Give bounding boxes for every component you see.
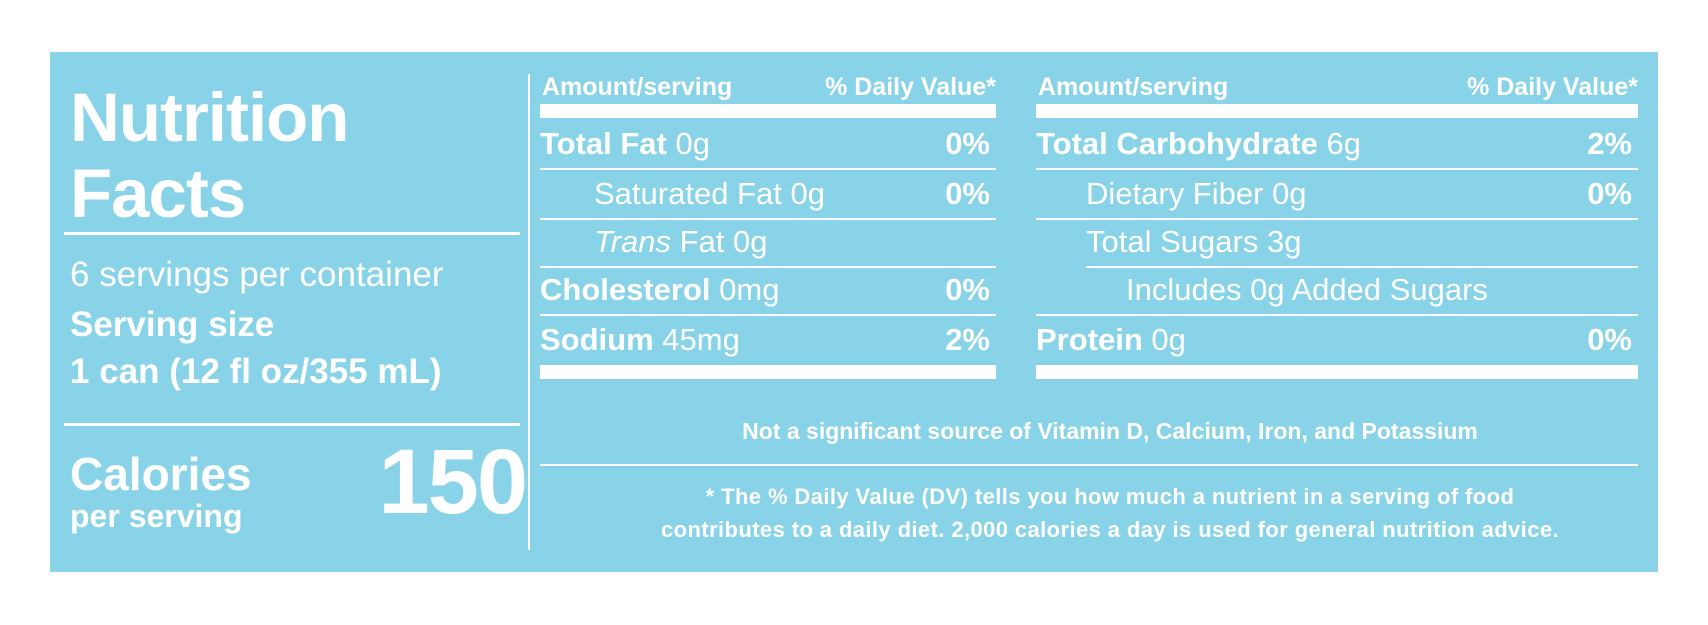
- nutrient-amount: 0g: [1151, 322, 1186, 357]
- title-line-2: Facts: [70, 155, 246, 232]
- nutrient-dv: 0%: [945, 126, 990, 161]
- nutrient-name: Sodium: [540, 322, 654, 357]
- divider: [540, 464, 1638, 466]
- nutrient-row-saturated-fat: Saturated Fat 0g 0%: [594, 170, 996, 218]
- nutrient-row-total-fat: Total Fat 0g 0%: [540, 120, 996, 168]
- nutrient-dv: 2%: [1587, 126, 1632, 161]
- nutrient-name: Total Fat: [540, 126, 667, 161]
- nutrient-amount: 0g: [1272, 176, 1307, 211]
- nutrient-dv: 0%: [945, 272, 990, 307]
- serving-size-label: Serving size: [70, 305, 275, 344]
- vitamins-note: Not a significant source of Vitamin D, C…: [742, 418, 1478, 444]
- nutrient-row-trans-fat: Trans Fat 0g: [594, 218, 996, 266]
- nutrient-row-added-sugars: Includes 0g Added Sugars: [1126, 266, 1638, 314]
- divider: [64, 423, 520, 426]
- divider: [540, 266, 996, 268]
- amount-header: Amount/serving: [1038, 73, 1229, 101]
- nutrient-amount: 0g: [675, 126, 710, 161]
- title-line-1: Nutrition: [70, 79, 349, 156]
- nutrient-name: Saturated Fat: [594, 176, 782, 211]
- calories-label: Calories: [70, 448, 252, 500]
- nutrient-amount: 3g: [1266, 224, 1302, 259]
- divider: [540, 218, 996, 220]
- footnote-line-2: contributes to a daily diet. 2,000 calor…: [661, 517, 1559, 542]
- divider: [1086, 266, 1638, 268]
- nutrient-name: Includes 0g Added Sugars: [1126, 272, 1488, 307]
- thick-divider: [1036, 365, 1638, 379]
- nutrient-name: Total Sugars: [1086, 224, 1259, 259]
- nutrient-row-protein: Protein 0g 0%: [1036, 316, 1638, 364]
- divider: [1036, 218, 1638, 220]
- divider: [64, 232, 520, 235]
- nutrient-row-total-sugars: Total Sugars 3g: [1086, 218, 1638, 266]
- daily-value-header: % Daily Value*: [1467, 73, 1638, 101]
- divider: [540, 314, 996, 316]
- thick-divider: [1036, 104, 1638, 118]
- nutrient-name: Cholesterol: [540, 272, 711, 307]
- divider: [1036, 168, 1638, 170]
- nutrient-dv: 0%: [1587, 176, 1632, 211]
- column-divider: [528, 74, 530, 550]
- nutrient-name: Dietary Fiber: [1086, 176, 1264, 211]
- calories-value: 150: [378, 431, 528, 533]
- amount-header: Amount/serving: [542, 73, 733, 101]
- nutrient-dv: 2%: [945, 322, 990, 357]
- calories-subtitle: per serving: [70, 498, 243, 534]
- nutrient-amount: 6g: [1326, 126, 1362, 161]
- nutrient-row-cholesterol: Cholesterol 0mg 0%: [540, 266, 996, 314]
- nutrient-dv: 0%: [945, 176, 990, 211]
- nutrient-dv: 0%: [1587, 322, 1632, 357]
- divider: [540, 168, 996, 170]
- nutrient-amount: 0g: [790, 176, 825, 211]
- nutrient-name: Protein: [1036, 322, 1143, 357]
- divider: [1036, 314, 1638, 316]
- serving-size-value: 1 can (12 fl oz/355 mL): [70, 352, 442, 391]
- nutrient-amount: 0mg: [719, 272, 780, 307]
- thick-divider: [540, 104, 996, 118]
- footnote-line-1: * The % Daily Value (DV) tells you how m…: [705, 484, 1515, 509]
- thick-divider: [540, 365, 996, 379]
- nutrient-amount: 45mg: [662, 322, 740, 357]
- nutrition-label: Nutrition Facts 6 servings per container…: [50, 52, 1658, 572]
- daily-value-footnote: * The % Daily Value (DV) tells you how m…: [590, 480, 1630, 546]
- servings-per-container: 6 servings per container: [70, 255, 444, 294]
- nutrient-row-dietary-fiber: Dietary Fiber 0g 0%: [1086, 170, 1638, 218]
- nutrition-facts-title: Nutrition Facts: [70, 79, 349, 232]
- nutrient-amount: Fat 0g: [679, 224, 768, 259]
- nutrition-summary: Nutrition Facts 6 servings per container…: [64, 80, 566, 600]
- nutrient-name: Total Carbohydrate: [1036, 126, 1318, 161]
- nutrient-row-sodium: Sodium 45mg 2%: [540, 316, 996, 364]
- nutrient-name: Trans: [594, 224, 671, 259]
- nutrient-row-total-carbohydrate: Total Carbohydrate 6g 2%: [1036, 120, 1638, 168]
- daily-value-header: % Daily Value*: [825, 73, 996, 101]
